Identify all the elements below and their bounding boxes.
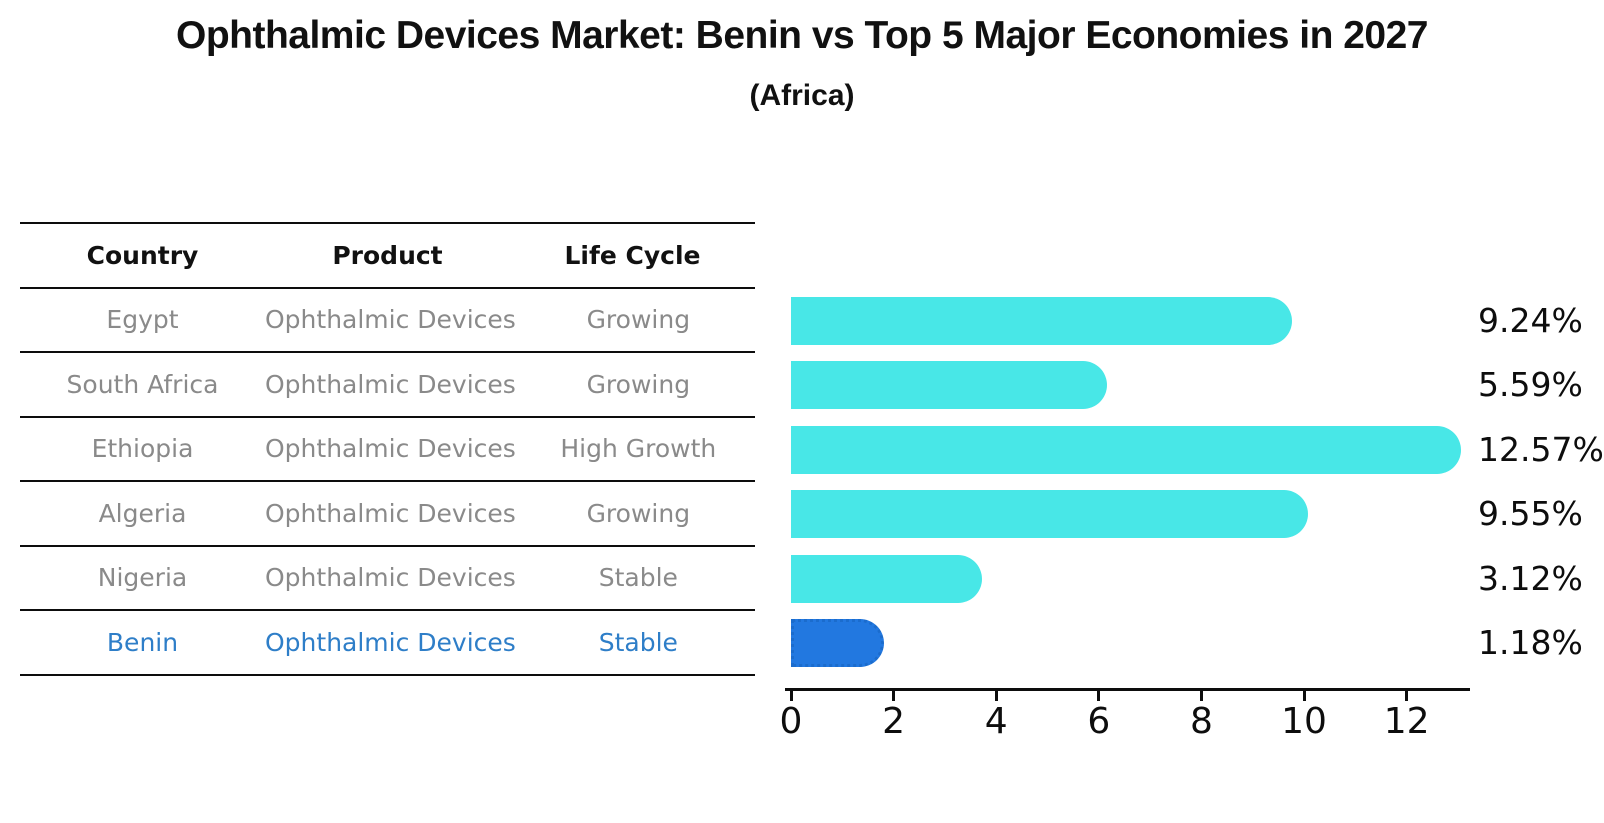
x-tick-mark bbox=[1302, 691, 1306, 701]
table-row: Egypt Ophthalmic Devices Growing bbox=[20, 289, 755, 353]
table-cell-life-cycle: Growing bbox=[586, 369, 691, 399]
x-tick-mark bbox=[1405, 691, 1409, 701]
table-row: Nigeria Ophthalmic Devices Stable bbox=[20, 547, 755, 611]
table-cell-product: Ophthalmic Devices bbox=[265, 305, 516, 335]
table-cell-life-cycle: Growing bbox=[586, 305, 691, 335]
table-cell-country: Ethiopia bbox=[91, 434, 194, 464]
bar-value-label: 12.57% bbox=[1478, 429, 1604, 469]
x-tick-label: 10 bbox=[1281, 701, 1327, 742]
chart-title: Ophthalmic Devices Market: Benin vs Top … bbox=[175, 14, 1429, 57]
bar-value-label: 3.12% bbox=[1478, 558, 1583, 598]
x-tick-mark bbox=[1097, 691, 1101, 701]
table-cell-product: Ophthalmic Devices bbox=[265, 498, 516, 528]
x-tick-mark bbox=[789, 691, 793, 701]
x-tick-label: 12 bbox=[1383, 701, 1430, 742]
x-tick-label: 4 bbox=[984, 701, 1008, 742]
table-cell-country: Benin bbox=[106, 627, 179, 657]
x-tick-mark bbox=[892, 691, 896, 701]
bar-value-label: 5.59% bbox=[1478, 365, 1583, 404]
table-cell-country: South Africa bbox=[66, 369, 219, 399]
table-cell-product: Ophthalmic Devices bbox=[265, 434, 516, 464]
table-cell-country: Nigeria bbox=[97, 563, 188, 593]
table-cell-life-cycle: High Growth bbox=[560, 434, 717, 464]
x-tick-label: 0 bbox=[779, 701, 803, 742]
x-tick-mark bbox=[994, 691, 998, 701]
bar-nigeria bbox=[791, 554, 983, 603]
x-tick-mark bbox=[1199, 691, 1203, 701]
table-row: Algeria Ophthalmic Devices Growing bbox=[20, 482, 755, 547]
bar-egypt bbox=[791, 296, 1293, 345]
table-cell-product: Ophthalmic Devices bbox=[265, 627, 516, 657]
x-tick-label: 6 bbox=[1087, 701, 1111, 742]
table-row: South Africa Ophthalmic Devices Growing bbox=[20, 353, 755, 418]
table-cell-life-cycle: Stable bbox=[598, 563, 678, 593]
country-table: Country Product Life Cycle Egypt Ophthal… bbox=[20, 222, 755, 676]
table-row: Ethiopia Ophthalmic Devices High Growth bbox=[20, 418, 755, 482]
table-cell-product: Ophthalmic Devices bbox=[265, 369, 516, 399]
bar-ethiopia bbox=[791, 425, 1462, 474]
bar-benin-highlighted bbox=[791, 619, 884, 667]
table-cell-country: Egypt bbox=[106, 305, 179, 335]
table-header-row: Country Product Life Cycle bbox=[20, 222, 755, 289]
bar-south-africa bbox=[791, 361, 1108, 409]
table-cell-product: Ophthalmic Devices bbox=[265, 563, 516, 593]
x-axis-line bbox=[785, 688, 1470, 691]
table-cell-life-cycle: Stable bbox=[598, 627, 678, 657]
bar-value-label: 1.18% bbox=[1478, 623, 1583, 662]
x-tick-label: 2 bbox=[882, 701, 906, 742]
table-row: Benin Ophthalmic Devices Stable bbox=[20, 611, 755, 676]
chart-subtitle: (Africa) bbox=[749, 79, 855, 112]
column-header-product: Product bbox=[332, 240, 443, 270]
column-header-country: Country bbox=[86, 240, 199, 270]
table-cell-life-cycle: Growing bbox=[586, 498, 691, 528]
bar-value-label: 9.55% bbox=[1478, 494, 1583, 533]
bar-value-label: 9.24% bbox=[1478, 300, 1583, 340]
column-header-life-cycle: Life Cycle bbox=[564, 240, 701, 270]
x-tick-label: 8 bbox=[1189, 701, 1213, 742]
table-cell-country: Algeria bbox=[98, 498, 187, 528]
table-body: Egypt Ophthalmic Devices Growing South A… bbox=[20, 289, 755, 676]
bar-algeria bbox=[791, 490, 1309, 538]
